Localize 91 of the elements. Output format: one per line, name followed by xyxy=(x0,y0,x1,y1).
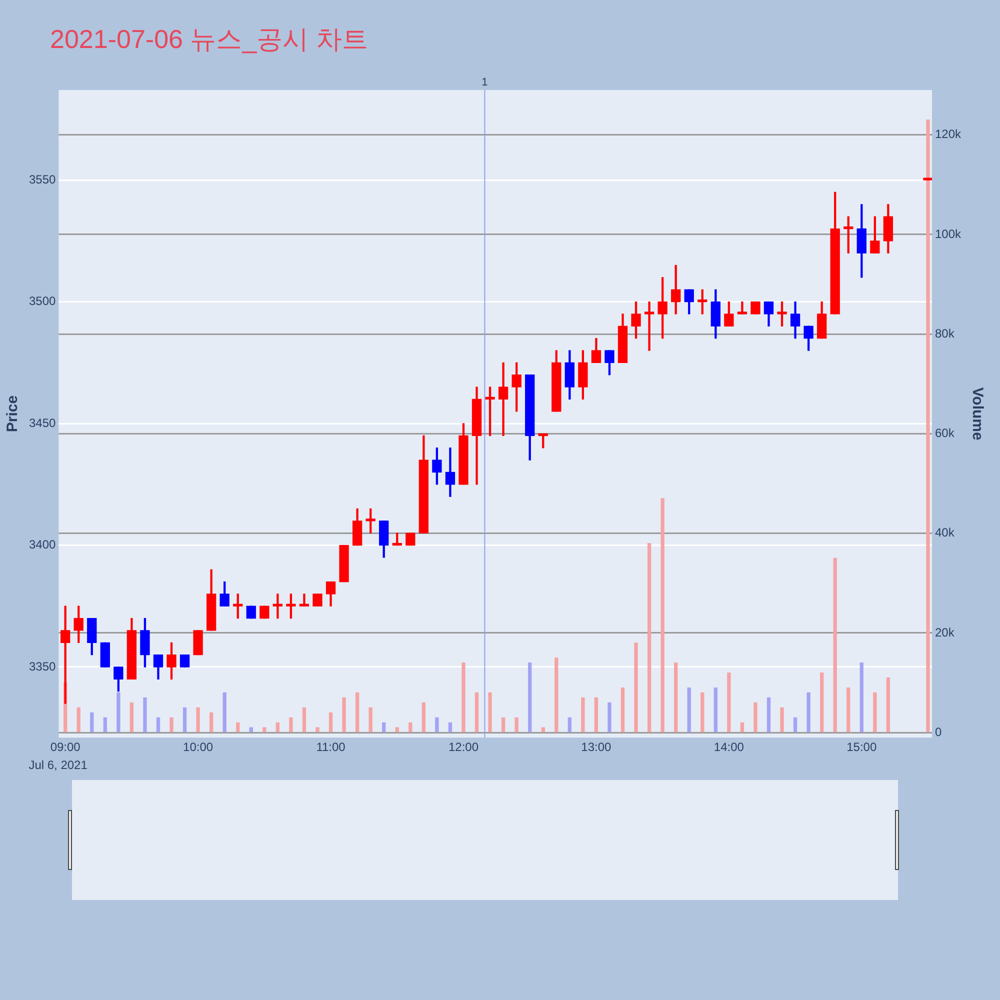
bar xyxy=(382,722,386,732)
bar xyxy=(766,697,771,732)
x-tick-label: 14:00 xyxy=(714,740,744,754)
bar xyxy=(90,712,94,732)
y2-tick-label: 0 xyxy=(934,724,942,739)
bar xyxy=(276,722,280,732)
candlestick xyxy=(100,642,110,668)
bar xyxy=(422,702,426,732)
bar xyxy=(687,687,691,732)
bar xyxy=(170,717,174,732)
y-tick-label: 3350 xyxy=(28,659,56,674)
bar xyxy=(501,717,506,732)
y2-tick-label: 40k xyxy=(934,526,956,540)
chart-title: 2021-07-06 뉴스_공시 차트 xyxy=(50,23,368,56)
bar xyxy=(568,717,572,732)
y-tick-label: 3450 xyxy=(28,416,56,430)
y-tick-label: 3400 xyxy=(28,538,56,552)
bar xyxy=(289,717,293,732)
y2-tick-label: 60k xyxy=(934,426,956,440)
bar xyxy=(355,692,360,732)
y2-tick-label: 120k xyxy=(934,127,962,142)
candlestick xyxy=(750,301,760,314)
y-tick-label: 3550 xyxy=(28,172,56,186)
bar xyxy=(209,712,214,732)
bar xyxy=(368,707,372,732)
bar xyxy=(408,722,412,732)
bar xyxy=(806,692,810,732)
y2-axis-title: Volume xyxy=(968,387,986,440)
candlestick xyxy=(246,606,256,619)
candlestick xyxy=(777,301,787,326)
bar xyxy=(328,712,333,732)
bar xyxy=(302,707,306,732)
bar xyxy=(608,702,612,732)
candlestick xyxy=(312,594,322,606)
text: 1 xyxy=(482,76,488,89)
candlestick xyxy=(193,630,203,656)
bar xyxy=(674,662,678,732)
bar xyxy=(754,702,758,732)
bar xyxy=(740,722,744,732)
bar xyxy=(156,717,160,732)
bar xyxy=(886,677,890,732)
bar xyxy=(435,717,439,732)
bar xyxy=(514,717,518,732)
bar xyxy=(316,727,320,732)
bar xyxy=(182,707,187,732)
y2-tick-label: 100k xyxy=(934,226,962,241)
bar xyxy=(196,707,200,732)
x-tick-label: 11:00 xyxy=(316,740,346,754)
bar xyxy=(660,498,664,732)
bar xyxy=(780,707,784,732)
bar xyxy=(833,558,837,732)
bar xyxy=(462,662,466,732)
bar xyxy=(130,702,134,732)
text: Jul 6, 2021 xyxy=(28,758,88,772)
candlestick xyxy=(180,654,190,668)
bar xyxy=(103,717,107,732)
bar xyxy=(554,658,558,732)
bar xyxy=(793,717,798,732)
x-tick-label: 09:00 xyxy=(50,740,81,754)
bar xyxy=(528,662,532,732)
x-tick-label: 15:00 xyxy=(846,740,877,754)
bar xyxy=(488,692,492,732)
y2-tick-label: 20k xyxy=(934,625,956,640)
bar xyxy=(873,692,877,732)
bar xyxy=(594,697,598,732)
bar xyxy=(846,687,850,732)
bar xyxy=(448,722,452,732)
candlestick xyxy=(406,532,416,546)
bar xyxy=(581,697,585,732)
y-tick-label: 3500 xyxy=(28,294,56,308)
bar xyxy=(820,672,824,732)
bar xyxy=(620,687,625,732)
bar xyxy=(727,672,731,732)
bar xyxy=(342,697,346,732)
bar xyxy=(236,722,240,732)
x-tick-label: 10:00 xyxy=(183,740,214,754)
y-axis-title: Price xyxy=(4,395,22,432)
bar xyxy=(926,120,930,732)
x-tick-label: 13:00 xyxy=(581,740,612,754)
bar xyxy=(714,687,718,732)
bar xyxy=(474,692,479,732)
x-tick-label: 12:00 xyxy=(448,740,479,754)
bar xyxy=(860,662,864,732)
bar xyxy=(700,692,704,732)
candlestick xyxy=(260,606,270,619)
bar xyxy=(143,697,147,732)
bar xyxy=(634,642,638,732)
y2-tick-label: 80k xyxy=(934,326,956,340)
bar xyxy=(647,542,652,732)
bar xyxy=(76,707,80,732)
bar xyxy=(222,692,226,732)
